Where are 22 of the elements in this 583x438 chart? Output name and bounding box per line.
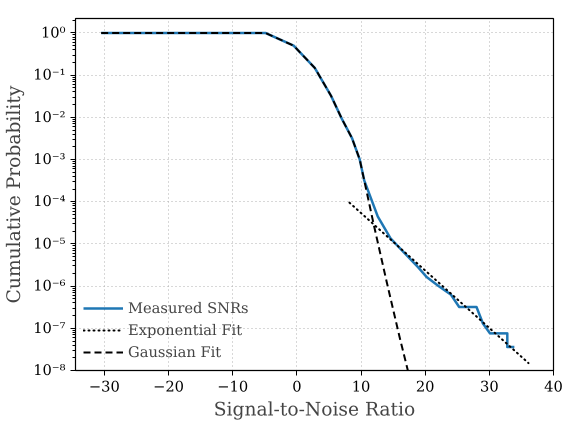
legend-label: Gaussian Fit	[128, 344, 222, 360]
y-axis-title: Cumulative Probability	[4, 85, 26, 304]
x-tick-label: 40	[544, 378, 563, 396]
y-tick-label: 10⁻⁴	[33, 193, 66, 210]
y-tick-label: 10⁰	[40, 24, 66, 42]
x-tick-label: −20	[153, 378, 184, 396]
x-axis-title: Signal-to-Noise Ratio	[214, 400, 416, 420]
x-tick-label: −30	[88, 378, 120, 396]
x-tick-label: 0	[292, 378, 302, 396]
legend-label: Measured SNRs	[128, 300, 249, 316]
x-tick-label: 10	[352, 378, 370, 396]
y-tick-label: 10⁻¹	[33, 66, 66, 84]
y-tick-label: 10⁻³	[33, 151, 66, 168]
y-tick-label: 10⁻⁵	[33, 235, 66, 252]
x-tick-label: 30	[480, 378, 499, 396]
y-tick-label: 10⁻⁷	[33, 320, 66, 337]
y-tick-label: 10⁻⁸	[33, 362, 66, 379]
y-tick-label: 10⁻⁶	[33, 278, 66, 295]
legend-label: Exponential Fit	[128, 322, 242, 338]
y-tick-label: 10⁻²	[33, 108, 66, 126]
x-tick-label: 20	[416, 378, 435, 396]
x-tick-label: −10	[217, 378, 248, 396]
